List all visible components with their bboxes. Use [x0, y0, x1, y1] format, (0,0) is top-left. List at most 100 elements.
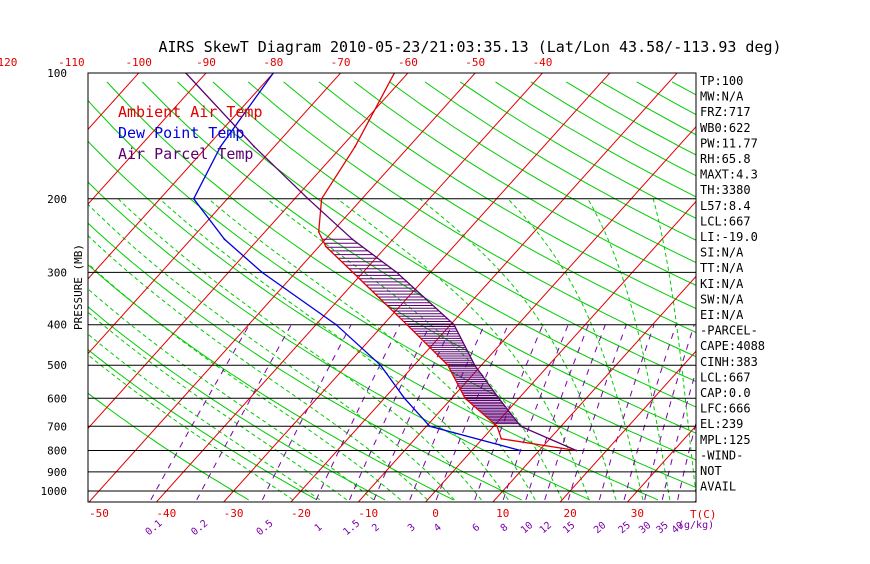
mixing-ratio-tick-label: 15 [561, 520, 577, 536]
mixing-ratio-tick-label: 8 [499, 522, 511, 534]
series-point [352, 238, 354, 240]
series-point [453, 324, 455, 326]
mixing-ratio-tick-label: 6 [471, 522, 483, 534]
stability-indices: TP:100MW:N/AFRZ:717WB0:622PW:11.77RH:65.… [700, 74, 765, 494]
bottom-temp-tick-label: 30 [631, 507, 644, 520]
mixing-ratio-tick-label: 3 [406, 522, 418, 534]
series-point [498, 397, 500, 399]
index-line: TH:3380 [700, 183, 751, 197]
series-point [464, 397, 466, 399]
index-line: LCL:667 [700, 370, 751, 384]
bottom-temp-tick-label: -20 [291, 507, 311, 520]
pressure-tick-label: 800 [47, 445, 67, 458]
bottom-temp-tick-label: -30 [224, 507, 244, 520]
legend-air-parcel-temp: Air Parcel Temp [118, 145, 253, 163]
series-point [325, 246, 327, 248]
isotherm [0, 54, 358, 508]
mixing-ratio-tick-label: 4 [432, 522, 444, 534]
top-temp-tick-label: -110 [58, 56, 85, 69]
mixing-ratio-tick-label: 35 [655, 520, 671, 536]
index-line: SI:N/A [700, 246, 744, 260]
isotherm [487, 54, 870, 508]
series-point [307, 198, 309, 200]
isotherm [151, 54, 560, 508]
pressure-tick-label: 400 [47, 319, 67, 332]
top-temp-tick-label: -60 [398, 56, 418, 69]
dry-adiabat [743, 82, 870, 500]
bottom-temp-tick-label: 10 [496, 507, 509, 520]
mixing-ratio-tick-label: 30 [637, 520, 653, 536]
legend-ambient-air-temp: Ambient Air Temp [118, 103, 263, 121]
series-point [520, 425, 522, 427]
series-point [380, 364, 382, 366]
mixing-ratio-tick-label: 20 [592, 520, 608, 536]
mixing-ratio-tick-label: 0.2 [189, 518, 210, 538]
series-point [354, 146, 356, 148]
index-line: CAP:0.0 [700, 386, 751, 400]
series-point [335, 324, 337, 326]
mixing-ratio-line [503, 325, 568, 500]
index-line: MAXT:4.3 [700, 168, 758, 182]
isotherm [218, 54, 627, 508]
pressure-tick-label: 200 [47, 193, 67, 206]
mixing-ratio-tick-label: 12 [538, 520, 554, 536]
pressure-tick-label: 300 [47, 266, 67, 279]
top-temp-tick-label: -120 [0, 56, 17, 69]
index-line: PW:11.77 [700, 136, 758, 150]
series-point [520, 450, 522, 452]
dry-adiabat [213, 82, 870, 500]
isotherm [0, 54, 223, 508]
index-line: RH:65.8 [700, 152, 751, 166]
bottom-temp-tick-label: -10 [358, 507, 378, 520]
mixing-ratio-tick-label: 10 [519, 520, 535, 536]
mixing-ratio-unit: (g/kg) [678, 520, 714, 531]
moist-adiabat [82, 199, 454, 500]
bottom-temp-tick-label: 20 [563, 507, 576, 520]
bottom-temp-tick-label: 0 [432, 507, 439, 520]
index-line: LI:-19.0 [700, 230, 758, 244]
index-line: MW:N/A [700, 90, 744, 104]
index-line: KI:N/A [700, 277, 744, 291]
pressure-tick-label: 900 [47, 466, 67, 479]
series-point [396, 272, 398, 274]
series-point [406, 324, 408, 326]
index-line: TP:100 [700, 74, 743, 88]
bottom-temp-tick-label: -40 [156, 507, 176, 520]
moist-adiabat [653, 199, 697, 500]
moist-adiabat [118, 199, 481, 500]
series-point [261, 272, 263, 274]
pressure-tick-label: 500 [47, 359, 67, 372]
top-temp-tick-label: -90 [196, 56, 216, 69]
isotherm [285, 54, 694, 508]
mixing-ratio-line [599, 325, 654, 500]
top-temp-tick-label: -50 [465, 56, 485, 69]
series-point [321, 198, 323, 200]
top-temp-tick-label: -40 [533, 56, 553, 69]
pressure-tick-label: 1000 [41, 485, 68, 498]
series-point [404, 397, 406, 399]
index-line: FRZ:717 [700, 105, 751, 119]
mixing-ratio-tick-label: 2 [370, 522, 382, 534]
index-line: EI:N/A [700, 308, 744, 322]
index-line: EL:239 [700, 417, 743, 431]
index-line: CINH:383 [700, 355, 758, 369]
series-point [193, 198, 195, 200]
index-line: SW:N/A [700, 292, 744, 306]
bottom-temp-tick-label: -50 [89, 507, 109, 520]
mixing-ratio-tick-label: 0.5 [255, 518, 276, 538]
series-point [575, 450, 577, 452]
index-line: AVAIL [700, 480, 736, 494]
index-line: CAPE:4088 [700, 339, 765, 353]
axis-layer: 1002003004005006007008009001000-50-40-30… [0, 56, 696, 538]
mixing-ratio-tick-label: 1.5 [341, 518, 362, 538]
mixing-ratio-line [645, 325, 695, 500]
cape-shading [322, 239, 518, 423]
mixing-ratio-line [262, 325, 351, 500]
index-line: -WIND- [700, 448, 743, 462]
dry-adiabat [460, 82, 870, 500]
series-point [253, 146, 255, 148]
index-line: MPL:125 [700, 433, 751, 447]
index-line: LCL:667 [700, 214, 751, 228]
mixing-ratio-tick-label: 0.1 [144, 518, 165, 538]
